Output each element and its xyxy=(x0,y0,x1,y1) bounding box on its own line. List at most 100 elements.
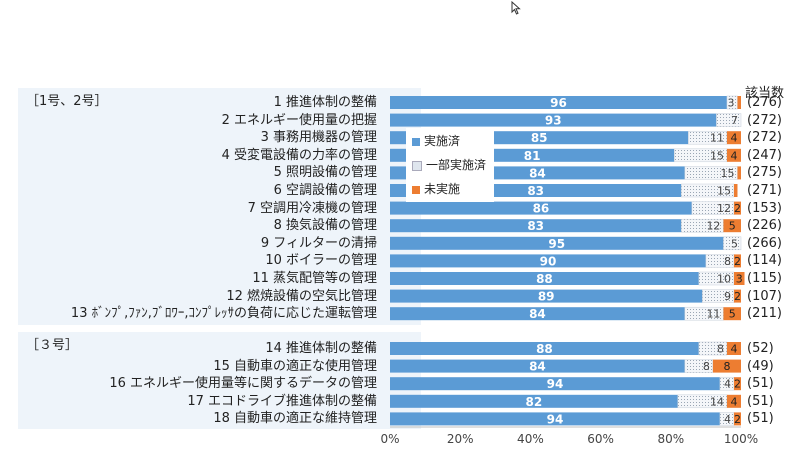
data-label-done: 82 xyxy=(526,395,543,409)
legend-item-partial: 一部実施済 xyxy=(412,156,486,173)
data-label-done: 85 xyxy=(531,131,548,145)
row-label: 1 推進体制の整備 xyxy=(273,95,377,110)
data-label-done: 84 xyxy=(529,166,546,180)
row-label: 15 自動車の適正な使用管理 xyxy=(213,358,377,374)
data-label-done: 93 xyxy=(545,114,562,128)
data-label-done: 94 xyxy=(547,377,564,391)
row-label: 6 空調設備の管理 xyxy=(273,183,377,198)
data-label-done: 81 xyxy=(524,149,541,163)
bar-segment-done xyxy=(390,219,682,233)
row-count: (51) xyxy=(747,411,774,427)
mouse-cursor-icon xyxy=(511,1,521,15)
row-count: (271) xyxy=(747,183,782,198)
bar-segment-not xyxy=(726,131,741,145)
bar-segment-not xyxy=(733,377,741,391)
data-label-done: 84 xyxy=(529,360,546,374)
legend-item-not: 未実施 xyxy=(412,180,460,197)
x-tick-label: 100% xyxy=(723,432,759,446)
bar-segment-done xyxy=(390,394,678,408)
data-label-partial: 4 xyxy=(724,413,731,426)
bar-segment-done xyxy=(390,412,720,426)
bar-segment-done xyxy=(390,342,699,355)
data-label-partial: 5 xyxy=(731,237,738,250)
data-label-partial: 3 xyxy=(727,97,734,110)
data-label-partial: 12 xyxy=(717,202,731,215)
legend: 実施済 一部実施済 未実施 xyxy=(406,128,494,202)
row-label: 18 自動車の適正な維持管理 xyxy=(213,411,377,427)
data-label-partial: 4 xyxy=(724,378,731,391)
x-tick-label: 0% xyxy=(380,432,400,446)
row-count: (211) xyxy=(747,306,782,322)
row-count: (153) xyxy=(747,200,782,216)
data-label-not: 2 xyxy=(734,202,741,215)
bar-segment-not xyxy=(726,394,741,408)
bar-segment-not xyxy=(726,148,741,162)
row-count: (51) xyxy=(747,376,774,392)
row-label: 4 受変電設備の力率の管理 xyxy=(221,147,377,163)
row-label: 2 エネルギー使用量の把握 xyxy=(221,112,377,128)
data-label-partial: 15 xyxy=(720,167,734,180)
data-label-not: 4 xyxy=(730,343,737,356)
data-label-done: 89 xyxy=(538,290,555,304)
data-label-done: 96 xyxy=(550,96,567,110)
bar-segment-partial xyxy=(723,236,742,251)
row-count: (247) xyxy=(747,147,782,163)
bar-segment-done xyxy=(390,236,724,250)
group-panel-1 xyxy=(18,88,421,325)
bar-segment-not xyxy=(733,184,738,197)
bar-segment-not xyxy=(712,359,741,373)
legend-label-not: 未実施 xyxy=(424,182,461,196)
row-label: 3 事務用機器の管理 xyxy=(260,130,377,146)
data-label-not: 4 xyxy=(730,149,737,162)
data-label-not: 2 xyxy=(734,378,741,391)
data-label-not: 2 xyxy=(734,255,741,268)
bar-segment-done xyxy=(390,201,692,215)
bar-segment-not xyxy=(737,166,741,180)
bar-segment-done xyxy=(390,113,717,127)
bar-segment-partial xyxy=(716,113,742,127)
bar-segment-done xyxy=(390,307,685,321)
row-count: (276) xyxy=(747,95,782,110)
bar-segment-not xyxy=(733,254,741,268)
bar-segment-not xyxy=(726,342,741,355)
row-count: (114) xyxy=(747,253,782,269)
row-label: 13 ﾎﾞﾝﾌﾟ,ﾌｧﾝ,ﾌﾞﾛﾜｰ,ｺﾝﾌﾟﾚｯｻの負荷に応じた運転管理 xyxy=(70,306,377,322)
row-count: (275) xyxy=(747,165,782,181)
data-label-partial: 8 xyxy=(724,255,731,268)
bar-segment-partial xyxy=(688,130,728,145)
bar-segment-done xyxy=(390,377,720,391)
group-panel-2 xyxy=(18,332,421,429)
bar-segment-done xyxy=(390,96,727,109)
row-label: 5 照明設備の管理 xyxy=(273,165,377,181)
x-tick-label: 60% xyxy=(587,432,614,446)
bar-segment-not xyxy=(733,289,741,303)
data-label-done: 95 xyxy=(548,237,565,251)
data-label-not: 3 xyxy=(736,273,743,286)
data-label-done: 88 xyxy=(536,342,553,356)
bar-segment-done xyxy=(390,254,706,268)
data-label-not: 4 xyxy=(730,395,737,408)
row-count: (51) xyxy=(747,393,774,409)
row-count: (272) xyxy=(747,112,782,128)
row-label: 8 換気設備の管理 xyxy=(273,218,377,234)
x-tick-label: 20% xyxy=(446,432,474,446)
bar-segment-not xyxy=(733,201,741,215)
data-label-done: 84 xyxy=(529,307,546,321)
row-label: 12 燃焼設備の空気比管理 xyxy=(226,288,377,304)
bar-segment-not xyxy=(723,307,741,321)
data-label-done: 94 xyxy=(547,412,564,426)
data-label-not: 5 xyxy=(729,308,736,321)
row-label: 9 フィルターの清掃 xyxy=(260,235,377,251)
row-count: (107) xyxy=(747,288,782,304)
row-count: (49) xyxy=(747,358,774,374)
legend-swatch-not xyxy=(412,185,420,194)
data-label-partial: 8 xyxy=(703,360,710,373)
row-count: (272) xyxy=(747,130,782,146)
legend-swatch-partial xyxy=(412,160,422,171)
row-count: (226) xyxy=(747,218,782,234)
row-count: (115) xyxy=(747,271,782,286)
data-label-done: 86 xyxy=(533,202,550,216)
bar-segment-not xyxy=(733,412,741,426)
row-count: (266) xyxy=(747,235,782,251)
bar-segment-done xyxy=(390,272,699,285)
